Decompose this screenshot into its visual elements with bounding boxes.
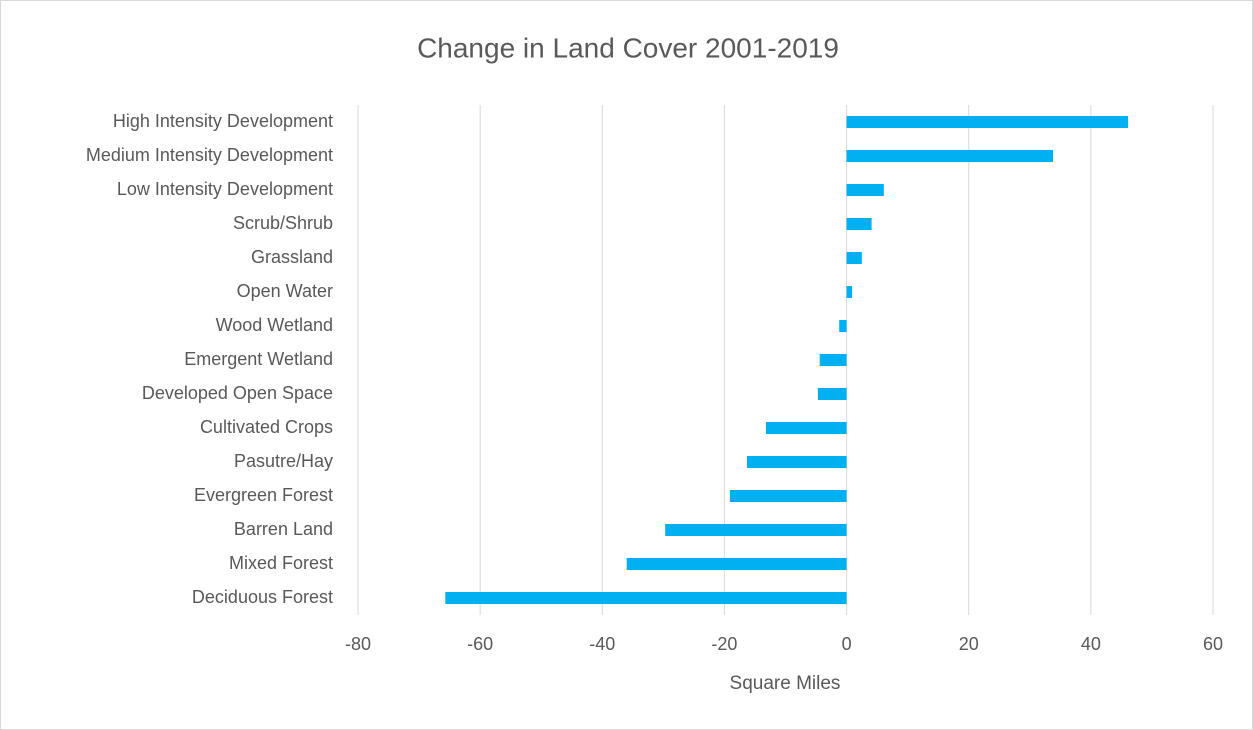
x-tick-label: 0 xyxy=(842,634,852,654)
y-tick-label: Grassland xyxy=(251,247,333,267)
bar xyxy=(846,218,872,230)
y-tick-label: Scrub/Shrub xyxy=(233,213,333,233)
y-tick-label: Medium Intensity Development xyxy=(86,145,333,165)
bar xyxy=(846,252,862,264)
bar xyxy=(445,592,847,604)
y-tick-label: Emergent Wetland xyxy=(184,349,333,369)
bar xyxy=(846,184,884,196)
y-tick-label: Open Water xyxy=(237,281,333,301)
y-tick-label: Deciduous Forest xyxy=(192,587,333,607)
x-axis-title: Square Miles xyxy=(730,673,841,694)
y-tick-label: Cultivated Crops xyxy=(200,417,333,437)
x-tick-label: -20 xyxy=(711,634,737,654)
chart-title: Change in Land Cover 2001-2019 xyxy=(417,32,839,63)
y-tick-label: Low Intensity Development xyxy=(117,179,333,199)
y-tick-label: High Intensity Development xyxy=(113,111,333,131)
y-tick-label: Pasutre/Hay xyxy=(234,451,333,471)
bar xyxy=(846,286,853,298)
bar xyxy=(626,558,847,570)
bar xyxy=(846,116,1129,128)
bar xyxy=(747,456,847,468)
y-tick-label: Developed Open Space xyxy=(142,383,333,403)
bar xyxy=(665,524,847,536)
x-tick-label: 20 xyxy=(959,634,979,654)
bar xyxy=(839,320,847,332)
y-tick-label: Evergreen Forest xyxy=(194,485,333,505)
bar xyxy=(846,150,1053,162)
bar xyxy=(819,354,847,366)
x-tick-label: -80 xyxy=(345,634,371,654)
y-tick-label: Wood Wetland xyxy=(216,315,333,335)
x-tick-label: 60 xyxy=(1203,634,1223,654)
y-tick-label: Mixed Forest xyxy=(229,553,333,573)
y-tick-label: Barren Land xyxy=(234,519,333,539)
bar xyxy=(765,422,847,434)
bar xyxy=(817,388,847,400)
x-tick-label: -60 xyxy=(467,634,493,654)
x-tick-label: -40 xyxy=(589,634,615,654)
x-tick-label: 40 xyxy=(1081,634,1101,654)
bar xyxy=(729,490,847,502)
